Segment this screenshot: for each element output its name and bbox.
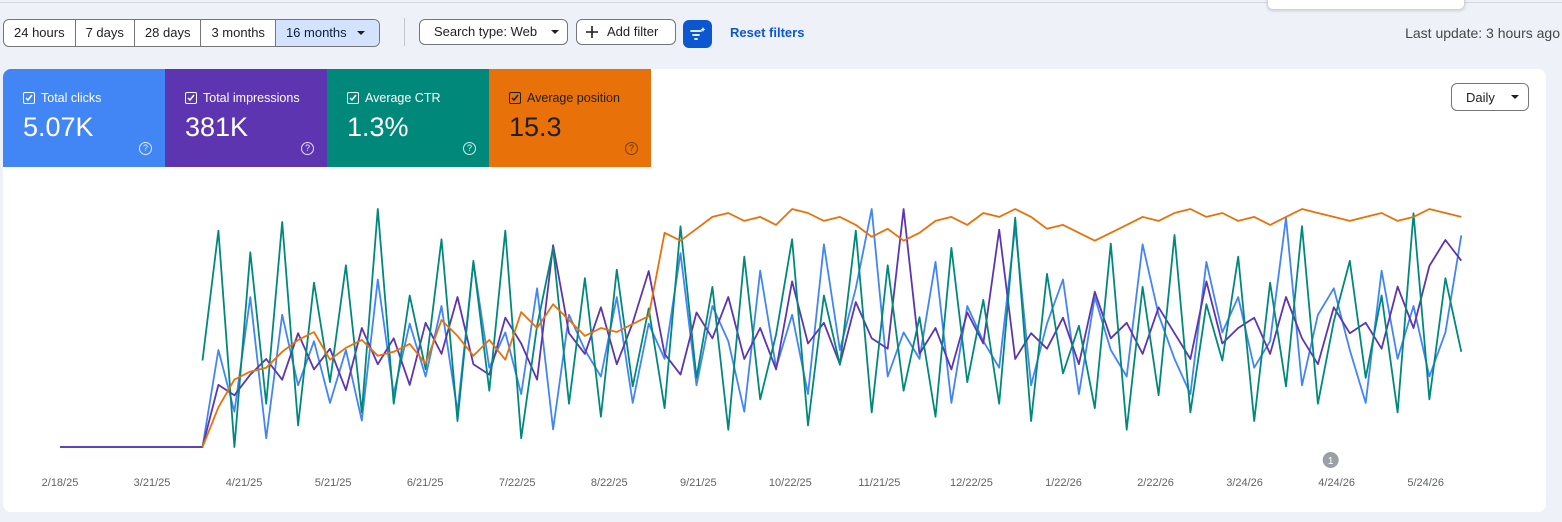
x-tick-label: 3/24/26	[1226, 477, 1263, 489]
caret-down-icon	[1510, 95, 1519, 99]
annotation-badge[interactable]: 1	[1322, 452, 1339, 468]
checkbox-checked-icon[interactable]	[347, 92, 359, 104]
range-7-days[interactable]: 7 days	[76, 20, 135, 46]
x-tick-label: 4/24/26	[1318, 477, 1355, 489]
performance-card: Total clicks 5.07K ? Total impressions 3…	[3, 69, 1546, 512]
x-tick-label: 3/21/25	[134, 477, 171, 489]
range-28-days[interactable]: 28 days	[135, 20, 202, 46]
x-tick-label: 6/21/25	[407, 477, 444, 489]
add-filter-label: Add filter	[607, 24, 659, 39]
range-16-months[interactable]: 16 months	[275, 20, 379, 46]
plus-icon	[586, 26, 598, 38]
last-update-text: Last update: 3 hours ago	[1405, 25, 1560, 41]
metric-label: Average position	[527, 91, 620, 105]
metric-value: 15.3	[509, 112, 562, 142]
x-tick-label: 7/22/25	[499, 477, 536, 489]
annotation-number: 1	[1328, 456, 1334, 467]
x-tick-label: 11/21/25	[858, 477, 900, 489]
range-3-months[interactable]: 3 months	[201, 20, 276, 46]
date-toolbar: 24 hours 7 days 28 days 3 months 16 mont…	[0, 18, 1562, 48]
granularity-label: Daily	[1466, 89, 1495, 105]
x-tick-label: 1/22/26	[1045, 477, 1082, 489]
metric-value: 5.07K	[23, 112, 94, 142]
metric-tile-average-ctr[interactable]: Average CTR 1.3% ?	[327, 69, 489, 167]
filter-suggestions-button[interactable]	[683, 20, 712, 48]
metric-tile-total-clicks[interactable]: Total clicks 5.07K ?	[3, 69, 165, 167]
metric-value: 1.3%	[347, 112, 409, 142]
x-tick-label: 8/22/25	[591, 477, 628, 489]
toolbar-divider	[404, 18, 405, 46]
annotation-marker[interactable]	[1322, 452, 1339, 468]
metric-tile-average-position[interactable]: Average position 15.3 ?	[489, 69, 651, 167]
range-24-hours[interactable]: 24 hours	[4, 20, 76, 46]
metric-label: Average CTR	[365, 91, 441, 105]
add-filter-button[interactable]: Add filter	[576, 19, 676, 45]
x-tick-label: 5/24/26	[1407, 477, 1444, 489]
x-tick-label: 9/21/25	[680, 477, 717, 489]
series-line-average-ctr	[201, 208, 1463, 448]
metric-label-row: Total impressions	[185, 91, 300, 105]
caret-down-icon	[356, 31, 365, 35]
metric-label-row: Average position	[509, 91, 620, 105]
caret-down-icon	[551, 30, 560, 34]
help-circle-icon[interactable]: ?	[463, 142, 476, 155]
metric-label: Total impressions	[203, 91, 300, 105]
granularity-dropdown[interactable]: Daily	[1451, 83, 1529, 111]
checkbox-checked-icon[interactable]	[23, 92, 35, 104]
help-circle-icon[interactable]: ?	[301, 142, 314, 155]
search-type-label: Search type: Web	[434, 24, 538, 39]
metric-value: 381K	[185, 112, 249, 142]
x-tick-label: 2/18/25	[42, 477, 79, 489]
metric-label: Total clicks	[41, 91, 102, 105]
range-16-months-label: 16 months	[285, 25, 347, 40]
metric-label-row: Average CTR	[347, 91, 441, 105]
x-tick-label: 5/21/25	[315, 477, 352, 489]
top-divider	[0, 2, 1562, 3]
tooltip-popup-edge	[1267, 0, 1465, 10]
checkbox-checked-icon[interactable]	[185, 92, 197, 104]
series-line-average-position	[201, 208, 1462, 448]
filter-sparkle-icon	[689, 27, 705, 40]
x-tick-label: 12/22/25	[950, 477, 993, 489]
metric-tile-total-impressions[interactable]: Total impressions 381K ?	[165, 69, 327, 167]
search-type-dropdown[interactable]: Search type: Web	[419, 19, 568, 45]
metric-label-row: Total clicks	[23, 91, 101, 105]
x-tick-label: 4/21/25	[226, 477, 263, 489]
series-line-total-impressions	[60, 208, 1463, 448]
date-range-selector: 24 hours 7 days 28 days 3 months 16 mont…	[3, 19, 380, 47]
performance-line-chart[interactable]: 2/18/25 3/21/25 4/21/25 5/21/25 6/21/25 7/22/…	[3, 69, 1546, 512]
reset-filters-link[interactable]: Reset filters	[730, 25, 805, 40]
x-tick-label: 2/22/26	[1137, 477, 1174, 489]
checkbox-checked-icon[interactable]	[509, 92, 521, 104]
help-circle-icon[interactable]: ?	[139, 142, 152, 155]
x-tick-label: 10/22/25	[769, 477, 812, 489]
help-circle-icon[interactable]: ?	[625, 142, 638, 155]
